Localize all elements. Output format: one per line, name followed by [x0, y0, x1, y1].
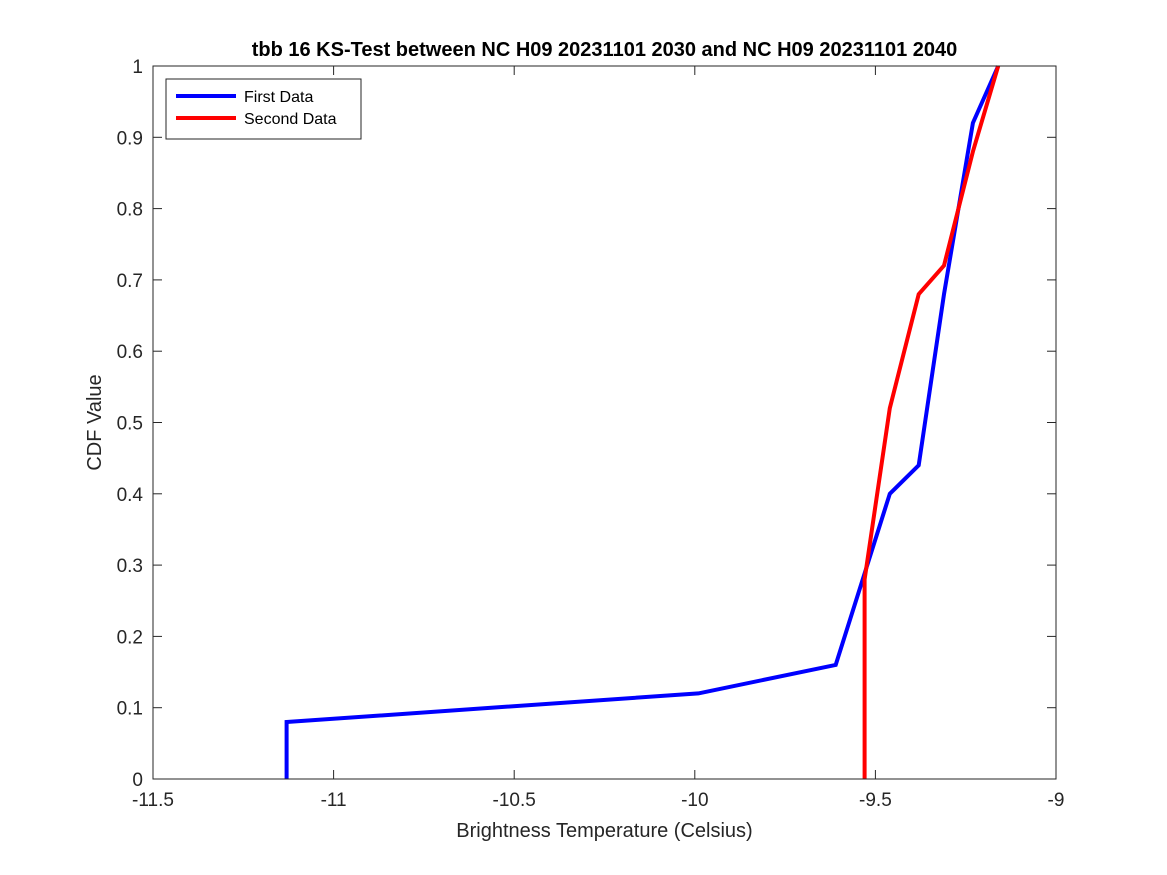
y-tick-label: 0 — [132, 770, 143, 791]
x-tick-label: -9.5 — [859, 790, 892, 811]
y-tick-label: 0.3 — [117, 556, 143, 577]
y-tick-label: 0.8 — [117, 200, 143, 221]
series-layer — [284, 65, 1001, 779]
x-tick-label: -10 — [681, 790, 708, 811]
y-tick-label: 0.1 — [117, 699, 143, 720]
chart-title: tbb 16 KS-Test between NC H09 20231101 2… — [252, 39, 958, 61]
x-tick-label: -9 — [1048, 790, 1065, 811]
y-tick-label: 1 — [132, 57, 143, 78]
y-tick-label: 0.6 — [117, 342, 143, 363]
series-line-1 — [284, 65, 1001, 779]
x-axis-label: Brightness Temperature (Celsius) — [456, 820, 752, 842]
y-tick-label: 0.9 — [117, 128, 143, 149]
x-tick-label: -11 — [321, 790, 347, 811]
y-tick-label: 0.7 — [117, 271, 143, 292]
y-tick-label: 0.5 — [117, 414, 143, 435]
x-tick-label: -10.5 — [493, 790, 536, 811]
legend-label-2: Second Data — [244, 111, 337, 128]
legend: First Data Second Data — [165, 78, 362, 140]
plot-area — [153, 66, 1056, 779]
ticks-layer: -11.5 -11 -10.5 -10 -9.5 -9 0 0.1 0.2 0.3 0.4 0.5 0.… — [117, 57, 1065, 811]
x-tick-label: -11.5 — [132, 790, 174, 811]
legend-label-1: First Data — [244, 89, 313, 106]
series-line-2 — [862, 65, 1001, 779]
y-axis-label: CDF Value — [84, 374, 106, 470]
y-tick-label: 0.2 — [117, 627, 143, 648]
y-tick-label: 0.4 — [117, 485, 144, 506]
legend-box — [165, 78, 362, 140]
